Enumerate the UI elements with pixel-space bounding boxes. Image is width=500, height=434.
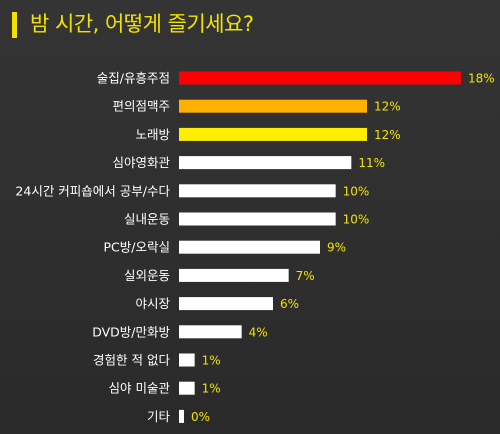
- value-label: 6%: [280, 297, 299, 311]
- category-label: 실외운동: [124, 268, 170, 283]
- category-label: DVD방/만화방: [92, 324, 170, 339]
- value-label: 1%: [202, 382, 221, 396]
- value-label: 4%: [249, 325, 268, 339]
- title-accent-bar: [12, 12, 17, 38]
- bar: [179, 71, 461, 85]
- value-label: 12%: [374, 128, 401, 142]
- value-label: 11%: [358, 156, 385, 170]
- value-label: 10%: [343, 184, 370, 198]
- category-label: 야시장: [135, 296, 170, 311]
- category-label: 기타: [147, 409, 171, 424]
- bar: [179, 99, 367, 113]
- bar: [179, 325, 242, 339]
- bar: [179, 127, 367, 141]
- value-label: 1%: [202, 354, 221, 368]
- bar: [179, 353, 195, 367]
- bar: [179, 297, 273, 311]
- category-label: 노래방: [135, 127, 170, 142]
- category-label: 심야영화관: [112, 155, 170, 170]
- category-label: 24시간 커피숍에서 공부/수다: [15, 183, 170, 198]
- value-label: 0%: [191, 410, 210, 424]
- bar: [179, 212, 336, 226]
- bar: [179, 156, 352, 170]
- bar: [179, 240, 320, 254]
- category-label: 실내운동: [124, 212, 170, 227]
- value-label: 18%: [468, 72, 495, 86]
- bar: [179, 184, 336, 198]
- chart-title: 밤 시간, 어떻게 즐기세요?: [30, 12, 254, 36]
- value-label: 9%: [327, 241, 346, 255]
- value-label: 10%: [343, 213, 370, 227]
- category-label: 경험한 적 없다: [93, 353, 170, 368]
- value-label: 7%: [296, 269, 315, 283]
- bar: [179, 409, 184, 423]
- bar: [179, 381, 195, 395]
- category-label: 편의점맥주: [112, 99, 170, 114]
- category-label: 심야 미술관: [109, 381, 171, 396]
- bar: [179, 268, 289, 282]
- category-label: 술집/유흥주점: [97, 71, 170, 86]
- value-label: 12%: [374, 100, 401, 114]
- category-label: PC방/오락실: [104, 240, 170, 255]
